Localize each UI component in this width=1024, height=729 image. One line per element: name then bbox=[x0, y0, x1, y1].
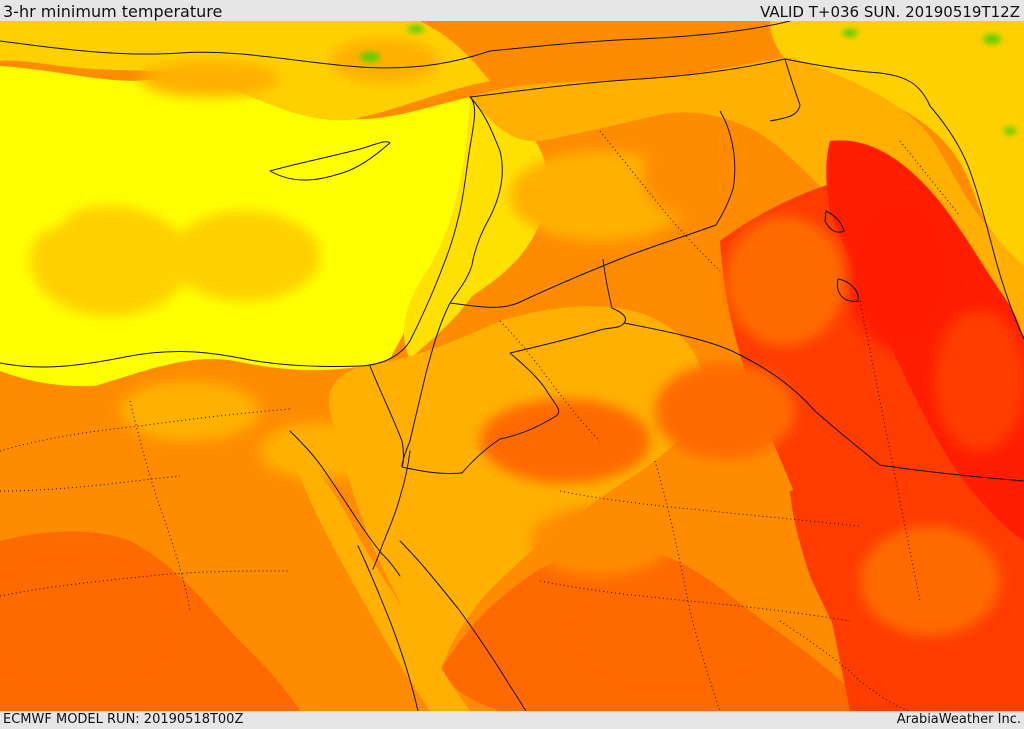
texture-blob bbox=[935, 311, 1024, 451]
country-border bbox=[509, 258, 626, 354]
texture-blob bbox=[120, 381, 260, 441]
bottom-bar: ECMWF MODEL RUN: 20190518T00Z ArabiaWeat… bbox=[0, 711, 1024, 729]
central-light-orange-band bbox=[328, 306, 703, 671]
country-border bbox=[784, 58, 931, 107]
coastal-yellow-band bbox=[403, 97, 549, 359]
province-border bbox=[599, 130, 721, 272]
texture-blob bbox=[0, 111, 85, 231]
valid-time: VALID T+036 SUN. 20190519T12Z bbox=[760, 3, 1020, 21]
north-coastline bbox=[0, 21, 791, 69]
texture-blob bbox=[260, 423, 380, 479]
temperature-texture bbox=[0, 39, 1024, 678]
texture-blob bbox=[330, 39, 440, 83]
texture-blob bbox=[725, 216, 845, 346]
northeast-pale-band bbox=[770, 21, 1024, 266]
cool-spots bbox=[360, 25, 1016, 135]
top-bar: 3-hr minimum temperature VALID T+036 SUN… bbox=[0, 0, 1024, 21]
lake-coastline bbox=[836, 278, 859, 302]
provider-name: ArabiaWeather Inc. bbox=[896, 712, 1021, 727]
province-border bbox=[779, 620, 911, 711]
texture-blob bbox=[170, 211, 320, 301]
green-spot bbox=[842, 29, 858, 37]
province-borders bbox=[0, 130, 961, 711]
texture-blob bbox=[30, 206, 190, 316]
model-run: ECMWF MODEL RUN: 20190518T00Z bbox=[3, 712, 244, 727]
sinai-coastline bbox=[289, 430, 401, 577]
green-spot bbox=[983, 34, 1001, 44]
texture-blob bbox=[530, 506, 670, 576]
temperature-map-svg bbox=[0, 21, 1024, 711]
province-border bbox=[499, 320, 601, 442]
gulf-aqaba-coastline bbox=[372, 450, 411, 570]
texture-blob bbox=[655, 363, 795, 459]
province-border bbox=[0, 570, 291, 597]
red-sea-band bbox=[290, 441, 470, 711]
cyprus-coastline bbox=[269, 141, 391, 181]
green-spot bbox=[1004, 127, 1016, 135]
texture-blob bbox=[585, 594, 755, 678]
country-border bbox=[369, 365, 404, 468]
green-spot bbox=[408, 25, 424, 33]
texture-blob bbox=[860, 526, 1000, 636]
country-border bbox=[449, 96, 503, 304]
country-borders bbox=[369, 58, 1024, 482]
texture-blob bbox=[480, 399, 650, 483]
texture-blob bbox=[642, 136, 738, 216]
map-title: 3-hr minimum temperature bbox=[3, 2, 223, 21]
texture-blob bbox=[140, 61, 280, 97]
country-border bbox=[469, 58, 801, 122]
red-sea-east-coastline bbox=[399, 540, 527, 711]
persian-gulf-coastline bbox=[929, 105, 1024, 340]
country-border bbox=[401, 302, 451, 468]
country-border bbox=[461, 352, 560, 474]
texture-blob bbox=[845, 191, 955, 351]
north-orange-band bbox=[470, 57, 1024, 336]
country-border bbox=[449, 110, 736, 308]
lake-coastline bbox=[824, 210, 845, 233]
province-border bbox=[129, 400, 191, 612]
province-border bbox=[899, 140, 961, 217]
province-border bbox=[0, 408, 291, 452]
province-border bbox=[859, 300, 921, 602]
temperature-map bbox=[0, 21, 1024, 711]
green-spot bbox=[360, 52, 380, 62]
country-border bbox=[623, 322, 1024, 482]
coastlines bbox=[0, 21, 1024, 711]
texture-blob bbox=[380, 456, 510, 526]
red-sea-west-coastline bbox=[357, 545, 419, 711]
texture-blob bbox=[0, 566, 165, 676]
country-border bbox=[401, 466, 463, 474]
mediterranean-coastline bbox=[0, 96, 476, 368]
